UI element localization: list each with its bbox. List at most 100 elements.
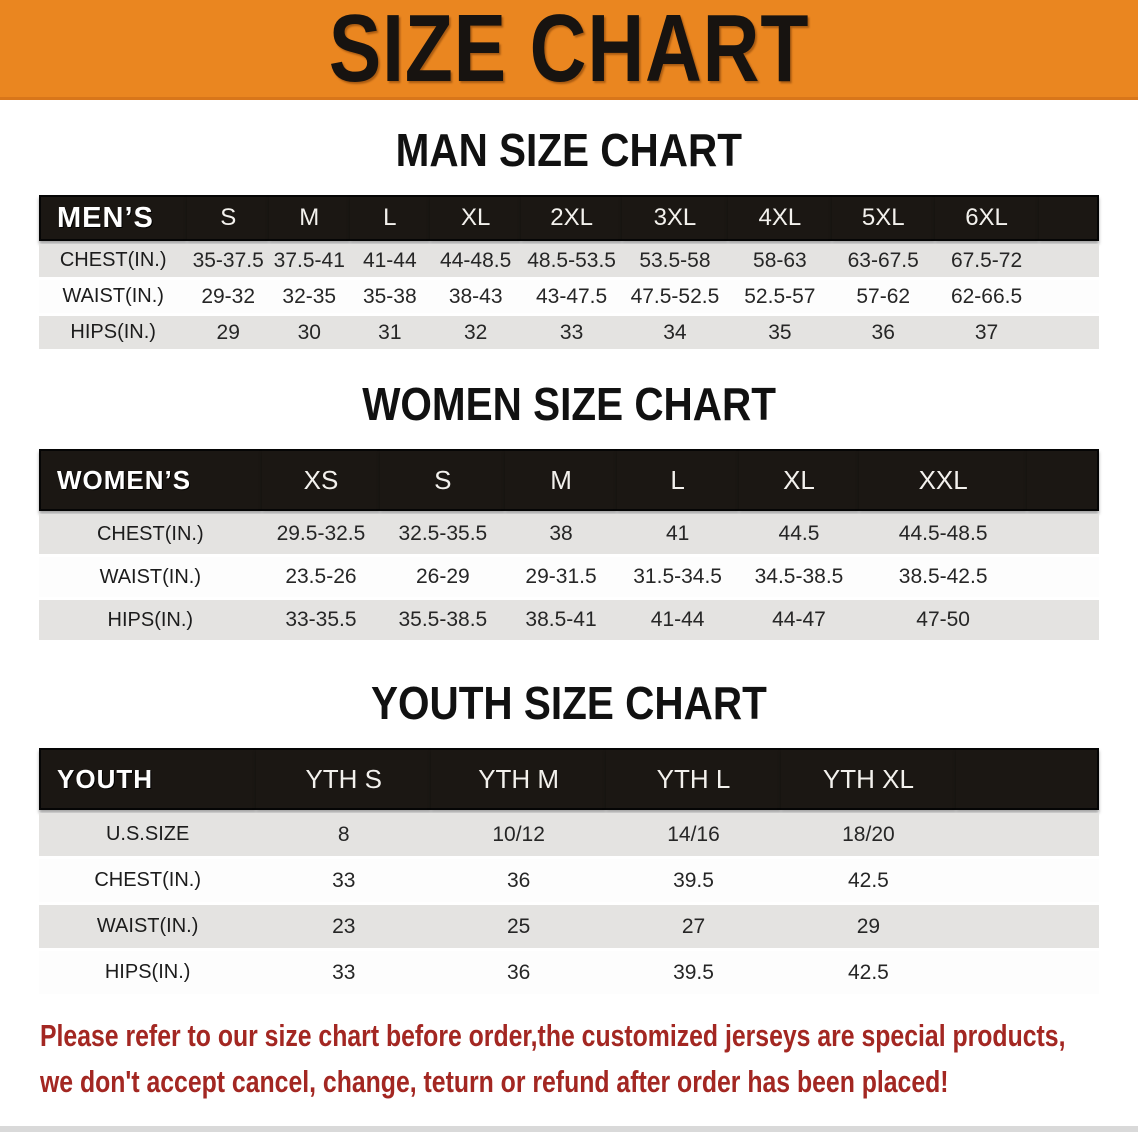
size-header-cell: XL xyxy=(430,195,522,241)
value-cell: 23 xyxy=(256,905,432,948)
table-row: CHEST(IN.) 29.5-32.5 32.5-35.5 38 41 44.… xyxy=(39,514,1099,554)
size-header-cell: YTH XL xyxy=(780,748,956,810)
value-cell: 38.5-42.5 xyxy=(859,557,1027,597)
value-cell: 35-37.5 xyxy=(187,244,269,277)
women-size-chart-heading: WOMEN SIZE CHART xyxy=(0,378,1138,430)
value-cell: 43-47.5 xyxy=(521,280,622,313)
value-cell: 57-62 xyxy=(831,280,935,313)
filler-cell xyxy=(955,748,1099,810)
filler-cell xyxy=(1026,600,1099,640)
table-row: HIPS(IN.) 33 36 39.5 42.5 xyxy=(39,951,1099,994)
size-header-cell: M xyxy=(505,449,617,511)
value-cell: 31 xyxy=(349,316,431,349)
size-header-cell: 6XL xyxy=(934,195,1039,241)
table-row: HIPS(IN.) 29 30 31 32 33 34 35 36 37 xyxy=(39,316,1099,349)
table-row: WAIST(IN.) 29-32 32-35 35-38 38-43 43-47… xyxy=(39,280,1099,313)
size-header-cell: XL xyxy=(738,449,860,511)
value-cell: 48.5-53.5 xyxy=(521,244,622,277)
row-label-cell: WAIST(IN.) xyxy=(39,557,262,597)
value-cell: 36 xyxy=(831,316,935,349)
filler-cell xyxy=(955,859,1099,902)
value-cell: 47.5-52.5 xyxy=(621,280,728,313)
filler-cell xyxy=(955,813,1099,856)
value-cell: 39.5 xyxy=(606,951,781,994)
value-cell: 44-47 xyxy=(738,600,860,640)
youth-size-chart-heading-text: YOUTH SIZE CHART xyxy=(371,677,767,729)
value-cell: 34.5-38.5 xyxy=(738,557,860,597)
value-cell: 25 xyxy=(431,905,607,948)
value-cell: 63-67.5 xyxy=(831,244,935,277)
men-table-header-row: MEN’S S M L XL 2XL 3XL 4XL 5XL 6XL xyxy=(39,195,1099,241)
table-row: WAIST(IN.) 23 25 27 29 xyxy=(39,905,1099,948)
value-cell: 35-38 xyxy=(349,280,431,313)
row-label-cell: CHEST(IN.) xyxy=(39,859,257,902)
filler-cell xyxy=(1038,316,1099,349)
size-header-cell: XXL xyxy=(859,449,1027,511)
row-label-cell: U.S.SIZE xyxy=(39,813,257,856)
size-header-cell: M xyxy=(269,195,350,241)
value-cell: 44.5-48.5 xyxy=(859,514,1027,554)
value-cell: 38.5-41 xyxy=(505,600,617,640)
value-cell: 29-31.5 xyxy=(505,557,617,597)
value-cell: 44-48.5 xyxy=(430,244,522,277)
value-cell: 31.5-34.5 xyxy=(616,557,739,597)
value-cell: 42.5 xyxy=(780,951,956,994)
men-size-table: MEN’S S M L XL 2XL 3XL 4XL 5XL 6XL CHEST… xyxy=(39,192,1099,352)
size-header-cell: 4XL xyxy=(727,195,832,241)
value-cell: 29.5-32.5 xyxy=(261,514,381,554)
size-header-cell: 2XL xyxy=(521,195,622,241)
value-cell: 35.5-38.5 xyxy=(380,600,506,640)
row-label-cell: WAIST(IN.) xyxy=(39,280,188,313)
value-cell: 36 xyxy=(431,859,607,902)
value-cell: 27 xyxy=(606,905,781,948)
value-cell: 38 xyxy=(505,514,617,554)
women-size-chart-heading-text: WOMEN SIZE CHART xyxy=(362,378,776,430)
value-cell: 62-66.5 xyxy=(934,280,1039,313)
value-cell: 18/20 xyxy=(780,813,956,856)
size-header-cell: S xyxy=(380,449,506,511)
table-row: CHEST(IN.) 35-37.5 37.5-41 41-44 44-48.5… xyxy=(39,244,1099,277)
youth-size-table: YOUTH YTH S YTH M YTH L YTH XL U.S.SIZE … xyxy=(39,745,1099,997)
filler-cell xyxy=(1026,449,1099,511)
value-cell: 58-63 xyxy=(727,244,832,277)
value-cell: 44.5 xyxy=(738,514,860,554)
value-cell: 36 xyxy=(431,951,607,994)
filler-cell xyxy=(1038,244,1099,277)
women-table-header-row: WOMEN’S XS S M L XL XXL xyxy=(39,449,1099,511)
value-cell: 52.5-57 xyxy=(727,280,832,313)
value-cell: 39.5 xyxy=(606,859,781,902)
value-cell: 33 xyxy=(256,859,432,902)
size-header-cell: 3XL xyxy=(621,195,728,241)
value-cell: 37 xyxy=(934,316,1039,349)
value-cell: 29 xyxy=(187,316,269,349)
disclaimer-line: Please refer to our size chart before or… xyxy=(40,1018,1066,1053)
row-label-cell: HIPS(IN.) xyxy=(39,600,262,640)
value-cell: 47-50 xyxy=(859,600,1027,640)
table-row: U.S.SIZE 8 10/12 14/16 18/20 xyxy=(39,813,1099,856)
value-cell: 32 xyxy=(430,316,522,349)
value-cell: 33-35.5 xyxy=(261,600,381,640)
size-header-cell: 5XL xyxy=(831,195,935,241)
value-cell: 67.5-72 xyxy=(934,244,1039,277)
value-cell: 41-44 xyxy=(349,244,431,277)
value-cell: 34 xyxy=(621,316,728,349)
size-header-cell: L xyxy=(349,195,431,241)
value-cell: 32.5-35.5 xyxy=(380,514,506,554)
row-label-cell: HIPS(IN.) xyxy=(39,951,257,994)
table-row: WAIST(IN.) 23.5-26 26-29 29-31.5 31.5-34… xyxy=(39,557,1099,597)
value-cell: 37.5-41 xyxy=(269,244,350,277)
table-row: CHEST(IN.) 33 36 39.5 42.5 xyxy=(39,859,1099,902)
disclaimer-line: we don't accept cancel, change, teturn o… xyxy=(40,1064,949,1099)
filler-cell xyxy=(1026,514,1099,554)
value-cell: 53.5-58 xyxy=(621,244,728,277)
man-size-chart-heading-text: MAN SIZE CHART xyxy=(395,124,743,176)
size-header-cell: YTH S xyxy=(256,748,432,810)
row-label-cell: CHEST(IN.) xyxy=(39,514,262,554)
value-cell: 29 xyxy=(780,905,956,948)
filler-cell xyxy=(955,905,1099,948)
disclaimer-note: Please refer to our size chart before or… xyxy=(40,1013,1138,1105)
man-size-chart-heading: MAN SIZE CHART xyxy=(0,124,1138,176)
women-band-label: WOMEN’S xyxy=(39,449,262,511)
value-cell: 14/16 xyxy=(606,813,781,856)
size-header-cell: XS xyxy=(261,449,381,511)
